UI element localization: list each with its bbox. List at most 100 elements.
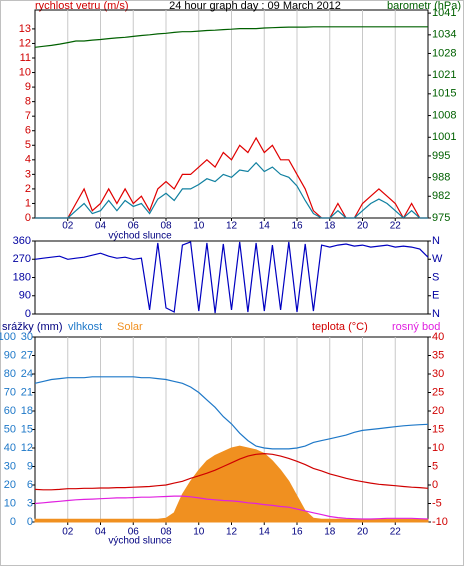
y-tick-label: 20 [432, 405, 444, 417]
y-tick-label: W [432, 253, 443, 265]
x-tick-label: 02 [62, 221, 74, 232]
x-tick-label: 16 [291, 527, 303, 538]
x-tick-label: 20 [357, 527, 369, 538]
sunrise-label: východ slunce [108, 536, 172, 547]
x-tick-label: 04 [95, 527, 107, 538]
chart-title: 24 hour graph day : 09 March 2012 [169, 0, 341, 12]
y-tick-label: 90 [4, 349, 16, 361]
x-tick-label: 06 [128, 221, 140, 232]
y-tick-label: 100 [0, 331, 16, 343]
y-tick-label: 360 [13, 235, 31, 247]
y-tick-label: 27 [21, 349, 33, 361]
wind-axis-label: rychlost vetru (m/s) [35, 0, 129, 12]
sunrise-label: východ slunce [108, 231, 172, 242]
x-tick-label: 14 [259, 527, 271, 538]
y-tick-label: 988 [432, 172, 450, 184]
y-tick-label: 12 [21, 442, 33, 454]
y-tick-label: 21 [21, 386, 33, 398]
y-tick-label: 9 [25, 81, 31, 93]
y-tick-label: 1028 [432, 47, 456, 59]
y-tick-label: 15 [432, 423, 444, 435]
line [34, 376, 429, 450]
y-tick-label: 9 [27, 460, 33, 472]
y-tick-label: 24 [21, 368, 33, 380]
x-tick-label: 04 [95, 221, 107, 232]
x-tick-label: 14 [259, 221, 271, 232]
y-tick-label: 270 [13, 253, 31, 265]
x-tick-label: 20 [357, 221, 369, 232]
x-tick-label: 22 [390, 527, 402, 538]
x-tick-label: 18 [324, 221, 336, 232]
y-tick-label: 90 [19, 290, 31, 302]
y-tick-label: 1041 [432, 7, 456, 19]
y-tick-label: 30 [21, 331, 33, 343]
y-tick-label: 6 [27, 479, 33, 491]
y-tick-label: N [432, 308, 440, 320]
y-tick-label: 0 [25, 308, 31, 320]
x-tick-label: 10 [193, 527, 205, 538]
y-tick-label: 6 [25, 125, 31, 137]
y-tick-label: 3 [25, 168, 31, 180]
y-tick-label: 1008 [432, 109, 456, 121]
area [34, 445, 429, 523]
y-tick-label: 1034 [432, 29, 456, 41]
y-tick-label: 30 [432, 368, 444, 380]
y-tick-label: N [432, 235, 440, 247]
x-tick-label: 06 [128, 527, 140, 538]
y-tick-label: 5 [25, 139, 31, 151]
rain-axis-label: srážky (mm) [2, 321, 63, 333]
line [34, 241, 429, 314]
y-tick-label: 35 [432, 349, 444, 361]
x-tick-label: 08 [160, 221, 172, 232]
y-tick-label: 7 [25, 110, 31, 122]
y-tick-label: 1021 [432, 69, 456, 81]
x-tick-label: 12 [226, 527, 238, 538]
y-tick-label: 50 [4, 423, 16, 435]
y-tick-label: 80 [4, 368, 16, 380]
y-tick-label: 11 [20, 52, 31, 64]
y-tick-label: 8 [25, 96, 31, 108]
y-tick-label: 20 [4, 479, 16, 491]
y-tick-label: 975 [432, 212, 450, 224]
y-tick-label: 5 [432, 460, 438, 472]
y-tick-label: 60 [4, 405, 16, 417]
y-tick-label: 70 [4, 386, 16, 398]
y-tick-label: 3 [27, 497, 33, 509]
x-tick-label: 16 [291, 221, 303, 232]
y-tick-label: 1 [25, 197, 31, 209]
y-tick-label: 18 [21, 405, 33, 417]
x-tick-label: 22 [390, 221, 402, 232]
y-tick-label: 30 [4, 460, 16, 472]
x-tick-label: 08 [160, 527, 172, 538]
y-tick-label: 0 [10, 516, 16, 528]
y-tick-label: 15 [21, 423, 33, 435]
x-tick-label: 02 [62, 527, 74, 538]
x-tick-label: 18 [324, 527, 336, 538]
y-tick-label: 180 [13, 271, 31, 283]
y-tick-label: 0 [432, 479, 438, 491]
y-tick-label: 10 [19, 66, 31, 78]
y-tick-label: -10 [432, 516, 448, 528]
y-tick-label: 2 [25, 183, 31, 195]
line [34, 495, 429, 520]
y-tick-label: 995 [432, 150, 450, 162]
line [34, 452, 429, 491]
line [34, 26, 428, 48]
y-tick-label: S [432, 271, 439, 283]
y-tick-label: E [432, 290, 439, 302]
y-tick-label: 40 [432, 331, 444, 343]
y-tick-label: 0 [27, 516, 33, 528]
y-tick-label: 10 [4, 497, 16, 509]
y-tick-label: 40 [4, 442, 16, 454]
y-tick-label: 1015 [432, 88, 456, 100]
pressure-axis-label: barometr (hPa) [387, 0, 461, 12]
y-tick-label: 10 [432, 442, 444, 454]
line [35, 161, 428, 219]
y-tick-label: 12 [19, 37, 31, 49]
legend-label: vlhkost [68, 321, 102, 333]
legend-label: rosný bod [392, 321, 440, 333]
y-tick-label: 982 [432, 190, 450, 202]
x-tick-label: 10 [193, 221, 205, 232]
y-tick-label: 1001 [432, 131, 456, 143]
